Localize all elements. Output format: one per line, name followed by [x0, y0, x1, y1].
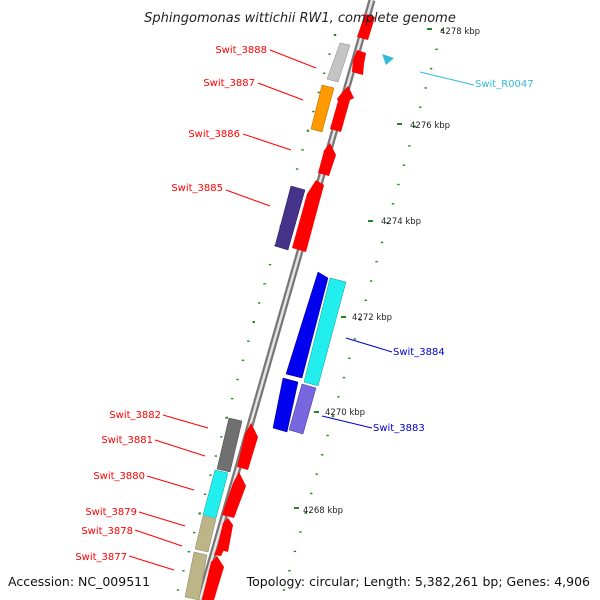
gene-label[interactable]: Swit_3879	[85, 507, 137, 518]
gene-arrow	[330, 86, 354, 132]
gene-label[interactable]: Swit_3886	[188, 129, 240, 140]
gene-label[interactable]: Swit_3884	[393, 347, 445, 358]
gene-arrow	[357, 14, 375, 40]
feature-cyan-3884	[303, 277, 347, 387]
gene-arrow	[202, 556, 224, 600]
scale-tick-label: 4278 kbp	[440, 27, 480, 37]
scale-tick-label: 4268 kbp	[303, 506, 343, 516]
gene-label[interactable]: Swit_3883	[373, 423, 425, 434]
gene-arrow	[318, 143, 336, 176]
reverse-features	[272, 54, 394, 435]
gene-label[interactable]: Swit_3877	[75, 552, 127, 563]
gene-label[interactable]: Swit_3881	[101, 435, 153, 446]
scale-tick-label: 4272 kbp	[352, 313, 392, 323]
gene-arrow	[217, 518, 233, 552]
gene-label[interactable]: Swit_3887	[203, 78, 255, 89]
feature-olive-3879	[194, 515, 217, 553]
forward-gene-arrows	[202, 14, 375, 600]
accession-text: Accession: NC_009511	[8, 574, 150, 589]
feature-violet-3883	[288, 383, 317, 435]
label-leader-lines	[128, 49, 475, 571]
gene-label[interactable]: Swit_3880	[93, 471, 145, 482]
feature-gray-3882	[216, 417, 243, 473]
gene-arrow	[352, 50, 366, 75]
feature-orange-3887	[310, 84, 335, 133]
map-title: Sphingomonas wittichii RW1, complete gen…	[144, 11, 456, 26]
gene-arrow	[292, 180, 324, 252]
scale-tick-label: 4276 kbp	[410, 121, 450, 131]
secondary-features	[184, 42, 351, 600]
gene-label[interactable]: Swit_3878	[81, 526, 133, 537]
scale-tick-label: 4274 kbp	[381, 217, 421, 227]
gene-labels-right: Swit_R0047 Swit_3884 Swit_3883	[373, 79, 534, 434]
gene-arrow	[214, 546, 224, 556]
gene-label[interactable]: Swit_3882	[109, 410, 161, 421]
rna-label[interactable]: Swit_R0047	[475, 79, 534, 90]
scale-ticks: 4268 kbp 4270 kbp 4272 kbp 4274 kbp 4276…	[294, 27, 480, 516]
feature-gray-3888	[326, 42, 351, 83]
rna-marker-r0047	[382, 54, 394, 65]
feature-blue-3884	[285, 271, 329, 379]
scale-tick-label: 4270 kbp	[325, 408, 365, 418]
gene-arrow	[237, 423, 258, 470]
feature-blue-3883	[272, 377, 299, 433]
gene-labels-left: Swit_3888 Swit_3887 Swit_3886 Swit_3885 …	[75, 45, 267, 563]
feature-olive-3877	[184, 551, 208, 600]
gene-arrow	[222, 472, 246, 518]
gene-label[interactable]: Swit_3888	[215, 45, 267, 56]
feature-navy-3885	[274, 185, 306, 251]
topology-text: Topology: circular; Length: 5,382,261 bp…	[246, 574, 590, 589]
gene-label[interactable]: Swit_3885	[171, 183, 223, 194]
feature-cyan-3880	[202, 469, 229, 519]
